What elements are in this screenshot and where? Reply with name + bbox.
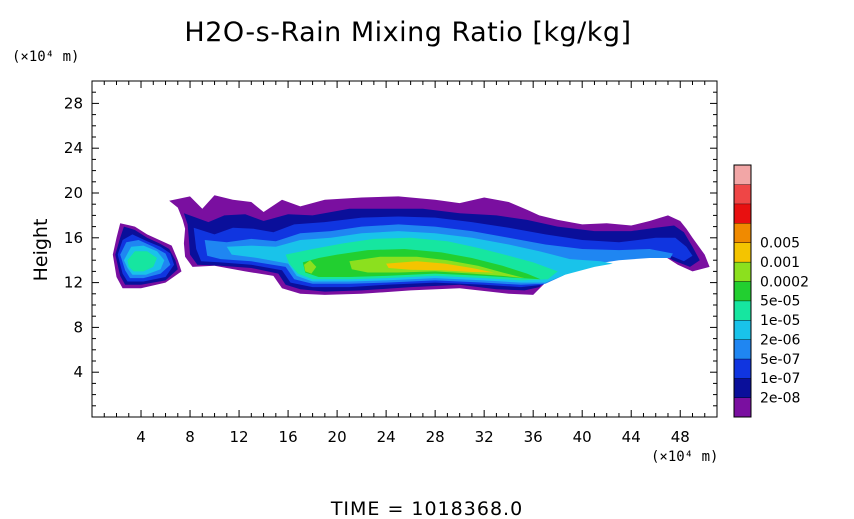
contour-level-5-region-0 — [127, 251, 157, 272]
colorbar-label: 2e-06 — [760, 333, 800, 349]
colorbar-swatch — [734, 261, 751, 282]
colorbar-label: 5e-05 — [760, 294, 800, 310]
y-unit-label: (×10⁴ m) — [12, 49, 79, 65]
y-tick-label: 20 — [64, 184, 83, 202]
x-tick-label: 40 — [573, 428, 592, 446]
x-tick-label: 28 — [426, 428, 445, 446]
x-tick-label: 12 — [230, 428, 249, 446]
colorbar-label: 2e-08 — [760, 391, 800, 407]
x-tick-label: 4 — [136, 428, 146, 446]
colorbar-label: 0.0002 — [760, 274, 809, 290]
colorbar-label: 0.005 — [760, 236, 800, 252]
colorbar-swatch — [734, 358, 751, 379]
colorbar-label: 1e-07 — [760, 371, 800, 387]
contour-level-8-region-0 — [386, 261, 494, 273]
colorbar-swatch — [734, 184, 751, 204]
x-tick-label: 8 — [185, 428, 195, 446]
colorbar-swatch — [734, 165, 751, 185]
x-tick-label: 36 — [524, 428, 543, 446]
x-tick-label: 44 — [622, 428, 641, 446]
colorbar-label: 5e-07 — [760, 352, 800, 368]
chart-title: H2O-s-Rain Mixing Ratio [kg/kg] — [184, 17, 631, 48]
x-tick-label: 32 — [475, 428, 494, 446]
x-tick-label: 20 — [328, 428, 347, 446]
colorbar-label: 0.001 — [760, 255, 800, 271]
time-footer: TIME = 1018368.0 — [330, 498, 523, 519]
y-tick-label: 4 — [73, 363, 83, 381]
x-tick-label: 24 — [377, 428, 396, 446]
colorbar-swatch — [734, 281, 751, 301]
contour-level-7-region-0 — [304, 260, 317, 274]
y-axis-label: Height — [30, 219, 52, 282]
colorbar-swatch — [734, 378, 751, 398]
y-tick-label: 24 — [64, 139, 83, 157]
mixing-ratio-field — [112, 195, 710, 295]
colorbar-label: 1e-05 — [760, 313, 800, 329]
colorbar: 2e-08 1e-07 5e-07 2e-06 1e-05 5e-05 0.0002 0.00… — [733, 164, 809, 418]
plot-frame — [91, 80, 718, 418]
y-tick-label: 28 — [64, 94, 83, 112]
colorbar-swatch — [734, 223, 751, 243]
colorbar-swatch — [734, 397, 751, 417]
y-tick-label: 12 — [64, 274, 83, 292]
y-tick-label: 16 — [64, 229, 83, 247]
colorbar-swatch — [734, 300, 751, 321]
colorbar-swatch — [734, 320, 751, 340]
x-tick-label: 16 — [279, 428, 298, 446]
y-tick-label: 8 — [73, 318, 83, 336]
colorbar-swatch — [734, 242, 751, 262]
colorbar-swatch — [734, 203, 751, 224]
x-tick-label: 48 — [671, 428, 690, 446]
colorbar-swatch — [734, 339, 751, 359]
x-unit-label: (×10⁴ m) — [651, 449, 718, 465]
colorbar-frame — [733, 164, 752, 418]
